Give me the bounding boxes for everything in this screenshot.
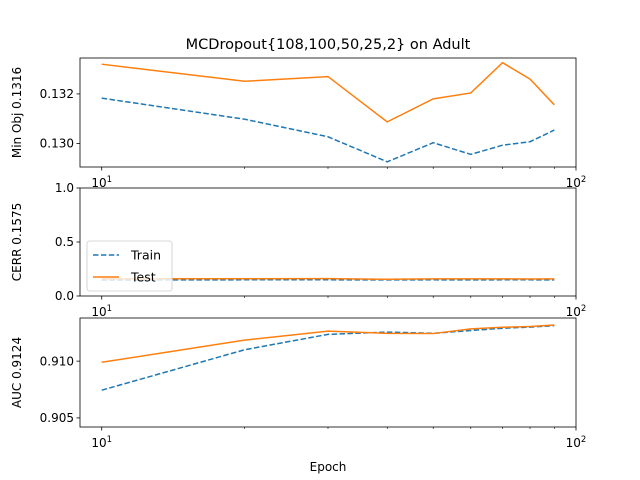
x-tick-label-panel-3: 101 [91,435,112,450]
panel-2: 0.0 0.5 1.0 CERR 0.1575 101 102 Train Test [10,181,586,319]
y-axis-label-panel-3: AUC 0.9124 [10,337,24,408]
plot-layer: 0.130 0.132 Min Obj 0.1316 101 102 0.0 0.5 1.0 C… [10,57,587,450]
chart-title: MCDropout{108,100,50,25,2} on Adult [186,37,471,53]
x-tick-exponent: 1 [107,435,112,445]
y-tick-label-panel-3: 0.910 [40,354,74,368]
legend-box [86,240,173,292]
x-tick-label-panel-2: 102 [566,304,587,319]
x-axis-label: Epoch [310,460,347,474]
y-tick-label-panel-1: 0.130 [40,137,74,151]
x-tick-exponent: 1 [107,304,112,314]
series-line-test-panel-3 [101,324,555,364]
series-line-train-panel-1 [101,97,555,163]
legend: Train Test [86,240,173,292]
panel-3: 0.905 0.910 AUC 0.9124 101 102 [10,317,587,450]
x-tick-exponent: 2 [581,175,586,185]
y-axis-label-panel-1: Min Obj 0.1316 [10,67,24,158]
y-tick-label-panel-1: 0.132 [40,87,74,101]
series-line-train-panel-3 [101,324,555,391]
x-tick-exponent: 2 [581,304,586,314]
legend-label-train: Train [130,247,161,262]
y-tick-label-panel-3: 0.905 [40,411,74,425]
x-tick-label-panel-2: 101 [91,304,112,319]
series-line-test-panel-2 [101,277,555,281]
y-axis-label-panel-2: CERR 0.1575 [10,203,24,281]
y-tick-label-panel-2: 1.0 [55,181,74,195]
x-tick-label-panel-3: 102 [566,435,587,450]
legend-label-test: Test [130,269,156,284]
axes-frame-panel-1 [79,57,577,168]
x-tick-exponent: 1 [107,175,112,185]
y-tick-label-panel-2: 0.5 [55,235,74,249]
y-tick-label-panel-2: 0.0 [55,289,74,303]
series-line-test-panel-1 [101,61,555,123]
x-tick-exponent: 2 [581,435,586,445]
